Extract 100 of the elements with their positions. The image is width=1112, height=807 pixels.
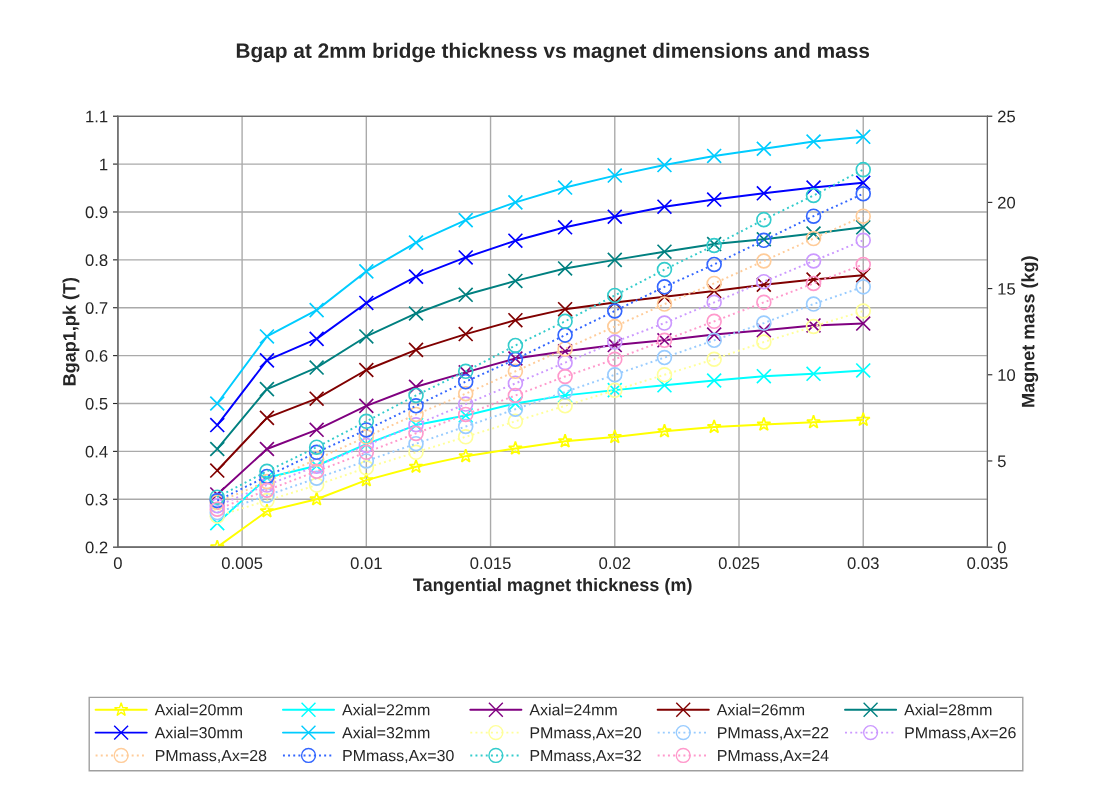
legend-label: Axial=30mm (154, 726, 242, 739)
point (656, 296, 673, 312)
y2-tick-label: 0 (997, 541, 1006, 554)
legend-label: PMmass,Ax=22 (718, 727, 829, 741)
point (756, 334, 772, 350)
legend-label: Axial=26mm (716, 703, 805, 716)
point (606, 208, 623, 225)
legend-label: Axial=22mm (342, 703, 430, 716)
point (656, 315, 673, 331)
point (855, 219, 872, 236)
point (557, 219, 573, 236)
point (408, 378, 424, 395)
point (209, 395, 226, 412)
point (408, 406, 424, 423)
legend-label: PMmass,Ax=30 (343, 749, 454, 764)
x-tick-label: 0 (113, 557, 122, 570)
point (805, 133, 822, 150)
point (408, 444, 424, 461)
point (855, 174, 872, 191)
point (756, 416, 772, 432)
point (408, 268, 424, 285)
point (606, 318, 623, 335)
point (756, 368, 772, 384)
point (805, 187, 822, 204)
point (209, 441, 226, 457)
point (408, 305, 424, 322)
point (507, 375, 524, 392)
point (855, 303, 872, 319)
point (259, 482, 275, 499)
point (706, 419, 722, 434)
point (457, 396, 474, 412)
point (209, 417, 226, 433)
point (507, 273, 524, 289)
point (656, 377, 673, 394)
point (457, 385, 474, 402)
y-tick-label: 1 (100, 158, 108, 171)
point (308, 302, 325, 318)
point (507, 232, 524, 249)
x-tick-label: 0.03 (847, 557, 879, 570)
point (557, 260, 573, 277)
point (606, 303, 623, 319)
point (855, 208, 872, 224)
point (656, 243, 673, 260)
point (308, 439, 325, 455)
point (805, 296, 822, 312)
point (457, 429, 474, 445)
y-tick-label: 0.3 (85, 493, 108, 506)
point (458, 448, 474, 463)
point (358, 472, 374, 487)
point (756, 294, 772, 311)
point (606, 167, 623, 184)
point (805, 179, 822, 196)
point (855, 129, 872, 145)
y2-tick-label: 25 (998, 110, 1016, 123)
point (507, 194, 524, 211)
point (756, 140, 772, 157)
y-tick-label: 0.5 (85, 397, 108, 410)
point (706, 332, 722, 349)
point (855, 315, 872, 332)
point (805, 275, 822, 292)
point (259, 410, 275, 426)
x-tick-label: 0.015 (470, 557, 511, 570)
y2-axis-title: Magnet mass (kg) (1021, 256, 1039, 407)
point (309, 491, 325, 506)
point (855, 267, 872, 283)
y2-tick-label: 20 (998, 196, 1016, 209)
point (408, 387, 424, 404)
point (457, 326, 474, 342)
point (259, 463, 275, 480)
point (606, 252, 623, 268)
point (408, 435, 424, 452)
point (358, 422, 375, 438)
point (457, 249, 474, 266)
y-tick-label: 0.9 (85, 206, 108, 219)
point (805, 366, 822, 382)
point (507, 395, 524, 412)
point (308, 331, 325, 347)
point (606, 366, 623, 383)
point (606, 294, 623, 311)
point (507, 337, 524, 354)
point (259, 473, 275, 490)
point (507, 387, 524, 404)
point (656, 366, 673, 383)
point (408, 458, 424, 474)
legend-label: PMmass,Ax=24 (718, 749, 829, 764)
legend-label: PMmass,Ax=32 (530, 749, 641, 764)
point (457, 373, 474, 390)
point (358, 413, 375, 430)
point (805, 230, 822, 247)
point (457, 212, 474, 228)
y2-tick-label: 15 (998, 283, 1016, 295)
legend-label: PMmass,Ax=26 (905, 727, 1016, 741)
point (656, 349, 673, 366)
point (657, 423, 672, 438)
point (358, 295, 375, 311)
point (259, 503, 275, 518)
point (706, 275, 722, 292)
point (557, 433, 573, 448)
point (557, 368, 573, 385)
point (557, 179, 573, 196)
